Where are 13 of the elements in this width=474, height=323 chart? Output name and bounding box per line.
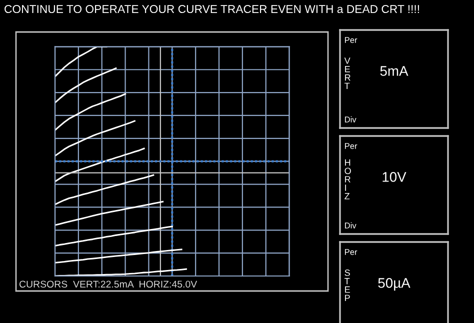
text: Per <box>345 249 358 255</box>
text: 5mA <box>380 66 408 76</box>
text: 10V <box>382 172 406 182</box>
text: CURSORS VERT:22.5mA HORIZ:45.0V <box>19 280 198 288</box>
text: VERT <box>344 58 350 90</box>
text: HORIZ <box>344 159 351 200</box>
text: STEP <box>344 270 350 302</box>
text: Div <box>345 116 356 122</box>
text: Per <box>345 143 358 149</box>
text: Per <box>345 37 358 43</box>
text: Div <box>345 222 356 228</box>
text: 50µA <box>378 278 410 291</box>
chart-title: CONTINUE TO OPERATE YOUR CURVE TRACER EVEN WITH a DEAD CRT !!!! <box>4 4 419 14</box>
